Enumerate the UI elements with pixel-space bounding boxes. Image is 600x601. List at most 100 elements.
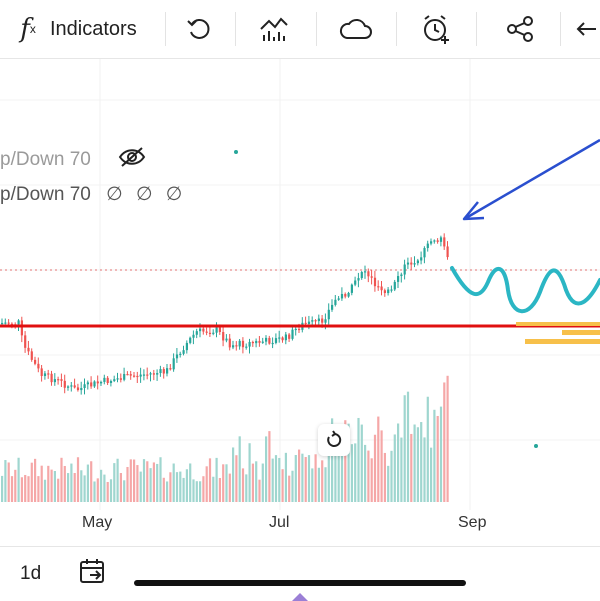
candle — [416, 260, 419, 264]
candle — [116, 378, 119, 380]
study-values: ∅ ∅ ∅ — [106, 184, 187, 205]
candle — [400, 274, 403, 277]
candle — [20, 320, 23, 336]
volume-bar — [387, 465, 390, 502]
volume-bar — [100, 469, 103, 502]
candle — [360, 272, 363, 279]
chart-type-icon[interactable] — [252, 0, 296, 58]
candle — [324, 319, 327, 323]
volume-bar — [202, 476, 205, 502]
candle — [248, 341, 251, 347]
candle — [413, 263, 416, 265]
candle — [156, 373, 159, 375]
x-axis-label: Jul — [269, 514, 290, 531]
volume-bar — [400, 437, 403, 502]
volume-bar — [126, 466, 129, 502]
undo-icon[interactable] — [178, 0, 220, 58]
interval-button[interactable]: 1d — [20, 563, 42, 584]
candle — [377, 286, 380, 288]
volume-bar — [314, 454, 317, 502]
candle — [47, 373, 50, 375]
volume-bar — [307, 455, 311, 502]
candle — [142, 374, 146, 376]
volume-bar — [255, 461, 258, 502]
candle — [430, 241, 433, 244]
candle — [443, 237, 446, 247]
candle — [17, 320, 20, 325]
volume-bar — [357, 417, 360, 502]
candle — [337, 298, 340, 300]
volume-bar — [340, 427, 344, 502]
volume-bar — [142, 459, 146, 502]
candle — [397, 276, 400, 282]
date-range-icon[interactable] — [78, 557, 108, 592]
candle — [40, 368, 43, 377]
alarm-add-icon[interactable] — [414, 0, 458, 58]
candle — [258, 340, 261, 343]
candle — [420, 257, 423, 261]
volume-bar — [410, 433, 413, 502]
volume-bar — [225, 464, 228, 502]
toolbar-divider — [316, 12, 317, 46]
volume-bar — [370, 458, 373, 502]
candle — [380, 286, 383, 291]
cloud-icon[interactable] — [334, 0, 378, 58]
candle — [24, 335, 27, 348]
volume-bar — [20, 477, 23, 502]
candle — [100, 381, 103, 384]
toolbar-divider — [476, 12, 477, 46]
volume-bar — [430, 447, 433, 502]
candle — [185, 342, 188, 351]
volume-bar — [261, 463, 264, 502]
volume-bar — [43, 479, 47, 502]
volume-bar — [278, 457, 281, 502]
candle — [182, 350, 185, 354]
candle — [106, 377, 109, 384]
share-icon[interactable] — [498, 0, 542, 58]
volume-bar — [70, 463, 73, 502]
volume-bar — [390, 450, 393, 502]
candle — [208, 332, 212, 334]
volume-bar — [57, 478, 60, 502]
candle — [327, 309, 330, 320]
price-chart[interactable] — [0, 59, 600, 539]
volume-bar — [337, 427, 340, 502]
volume-bar — [215, 457, 218, 502]
reset-chart-button[interactable] — [318, 424, 350, 456]
volume-bar — [10, 476, 14, 502]
hidden-eye-icon[interactable] — [118, 146, 146, 174]
volume-bar — [406, 391, 410, 502]
volume-bar — [222, 464, 225, 502]
volume-bar — [284, 452, 287, 502]
volume-bar — [133, 459, 136, 502]
volume-bar — [139, 471, 142, 502]
candle — [86, 382, 89, 385]
candle — [83, 384, 86, 388]
volume-bar — [113, 463, 116, 502]
candle — [298, 328, 301, 331]
volume-bar — [199, 481, 202, 502]
volume-bar — [364, 444, 367, 502]
volume-bar — [271, 458, 274, 502]
candle — [278, 337, 281, 339]
candle — [331, 304, 334, 310]
indicators-button[interactable]: Indicators — [50, 17, 137, 40]
candle — [80, 387, 83, 391]
bottom-toolbar: 1d — [0, 546, 600, 601]
volume-bar — [334, 455, 337, 502]
candle — [321, 318, 324, 323]
candle — [433, 240, 436, 242]
back-arrow-icon[interactable] — [574, 0, 600, 58]
candle — [126, 373, 129, 376]
volume-bar — [159, 457, 162, 502]
volume-bar — [354, 443, 357, 502]
candle — [265, 337, 268, 342]
candle — [10, 323, 14, 325]
candle — [146, 374, 149, 376]
chevron-up-icon[interactable] — [292, 593, 308, 601]
volume-bar — [347, 423, 350, 502]
candle — [225, 338, 228, 341]
volume-bar — [350, 444, 353, 502]
candle — [34, 359, 37, 364]
